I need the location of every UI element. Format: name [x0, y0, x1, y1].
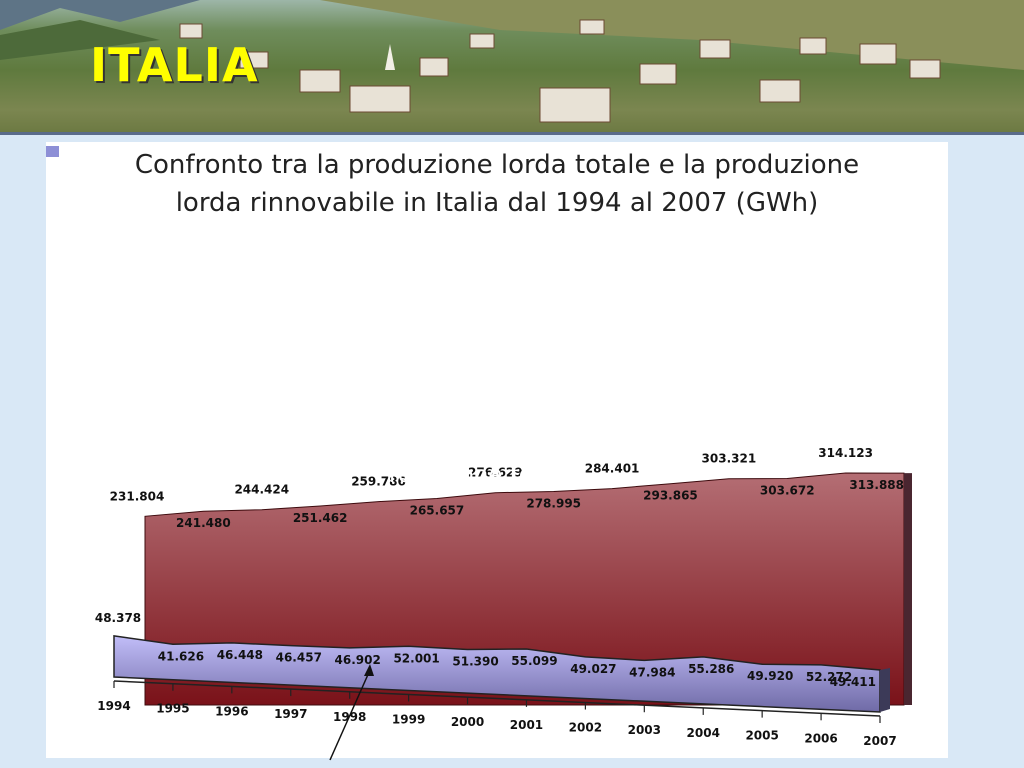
x-tick-label: 2005: [745, 729, 778, 743]
church-steeple: [385, 44, 395, 70]
renewable-value-label: 46.448: [217, 648, 263, 662]
landscape-illustration: [0, 0, 1024, 123]
x-tick-label: 2007: [863, 734, 896, 748]
renewable-value-label: 49.411: [830, 675, 876, 689]
total-value-label: 241.480: [176, 516, 231, 530]
x-tick-label: 2001: [510, 718, 543, 732]
renewable-value-label: 49.920: [747, 669, 793, 683]
renewable-value-label: 52.272: [806, 670, 852, 684]
x-tick-label: 2000: [451, 715, 484, 729]
x-tick-label: 1996: [215, 704, 248, 718]
total-value-label: 251.462: [293, 511, 348, 525]
total-value-label: 303.672: [760, 484, 815, 498]
x-tick-label: 1995: [156, 702, 189, 716]
renewable-production-area: [113, 635, 881, 713]
renewable-area-side-face: [880, 668, 890, 712]
total-value-label: 276.629: [468, 466, 523, 480]
chart-title: Confronto tra la produzione lorda totale…: [46, 146, 948, 222]
chart-title-line-1: Confronto tra la produzione lorda totale…: [134, 150, 860, 180]
total-value-label: 278.995: [526, 496, 581, 510]
x-axis-line: [113, 680, 881, 717]
bullet-marker: [46, 146, 59, 157]
renewable-value-label: 46.902: [335, 653, 381, 667]
x-tick-label: 2004: [687, 726, 720, 740]
total-value-label: 265.657: [410, 504, 465, 518]
x-tick-label: 2002: [569, 721, 602, 735]
x-tick-label: 1994: [97, 699, 130, 713]
renewable-value-label: 55.286: [688, 662, 734, 676]
total-value-label: 231.804: [110, 489, 165, 503]
renewable-value-label: 48.378: [95, 611, 141, 625]
arrow-line: [329, 669, 371, 761]
slide-title: ITALIA: [90, 38, 259, 92]
arrow-head: [364, 664, 374, 676]
renewable-value-label: 51.390: [452, 654, 498, 668]
village-houses: [179, 19, 941, 123]
renewable-value-label: 47.984: [629, 665, 675, 679]
mountain-shape: [0, 0, 200, 30]
slope-shape: [320, 0, 1024, 70]
total-value-label: 284.401: [585, 462, 640, 476]
renewable-value-label: 41.626: [158, 649, 204, 663]
renewable-value-label: 46.457: [276, 651, 322, 665]
total-value-label: 314.123: [818, 446, 873, 460]
total-value-label: 293.865: [643, 489, 698, 503]
total-value-label: 313.888: [849, 478, 904, 492]
banner-photo: ITALIA: [0, 0, 1024, 132]
renewable-value-label: 55.099: [511, 654, 557, 668]
renewable-value-label: 49.027: [570, 662, 616, 676]
total-value-label: 303.321: [702, 452, 757, 466]
x-tick-label: 1997: [274, 707, 307, 721]
total-value-label: 244.424: [234, 483, 289, 497]
x-tick-label: 2006: [804, 731, 837, 745]
x-tick-label: 2003: [628, 723, 661, 737]
hill-shape: [0, 20, 160, 60]
renewable-value-label: 52.001: [393, 651, 439, 665]
banner-divider: [0, 132, 1024, 135]
total-value-label: 259.786: [351, 475, 406, 489]
total-area-side-face: [904, 473, 912, 705]
x-tick-label: 1999: [392, 712, 425, 726]
chart-title-line-2: lorda rinnovabile in Italia dal 1994 al …: [175, 188, 819, 218]
series-annotation-total: Produzione totale: [376, 462, 577, 488]
